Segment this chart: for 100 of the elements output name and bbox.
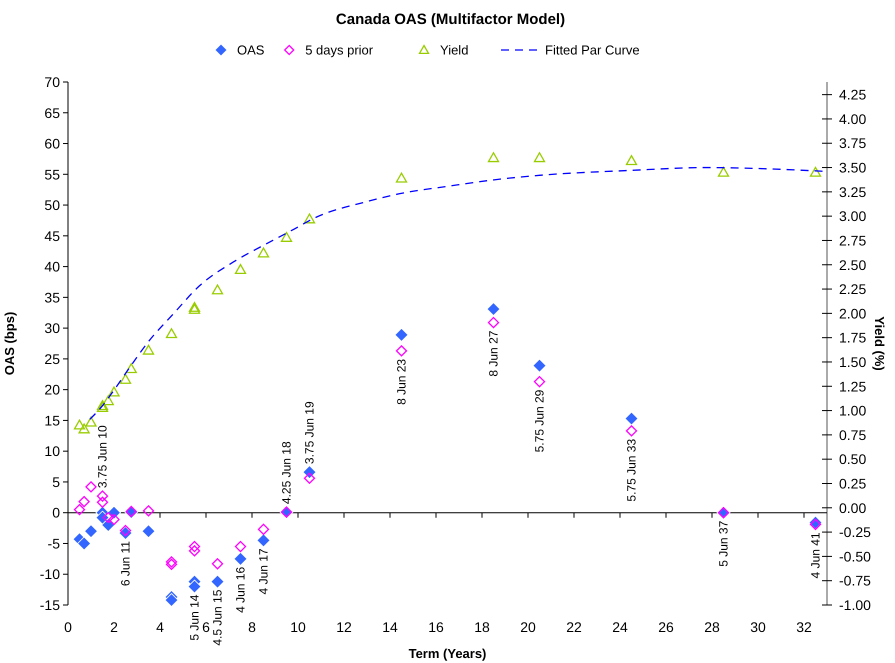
point xyxy=(488,152,500,162)
y-tick-label: 70 xyxy=(44,74,60,90)
y-tick-label: 15 xyxy=(44,412,60,428)
point xyxy=(210,574,224,589)
point xyxy=(142,524,156,538)
point xyxy=(280,232,292,242)
point xyxy=(394,328,408,342)
y-tick-label: 5 xyxy=(52,474,60,490)
y2-tick-label: 3.75 xyxy=(839,135,866,152)
annotation: 3.75 Jun 19 xyxy=(302,401,316,464)
y2-tick-label: 4.00 xyxy=(839,110,866,127)
y-tick-label: 20 xyxy=(44,382,60,398)
point xyxy=(258,247,270,258)
y2-tick-label: 0.25 xyxy=(839,475,866,492)
point xyxy=(396,172,408,183)
x-tick-label: 30 xyxy=(750,619,766,635)
y-tick-label: 65 xyxy=(44,104,60,121)
point xyxy=(78,496,90,508)
annotation: 5.75 Jun 33 xyxy=(624,438,638,502)
y-tick-label: -5 xyxy=(48,535,60,552)
point xyxy=(234,540,246,552)
point xyxy=(626,155,638,166)
point xyxy=(532,358,546,373)
annotation: 5.75 Jun 29 xyxy=(532,389,546,452)
annotation: 8 Jun 27 xyxy=(486,330,500,377)
y2-tick-label: 4.25 xyxy=(839,86,866,103)
point xyxy=(96,490,108,502)
y2-tick-label: 2.75 xyxy=(839,232,866,248)
point xyxy=(188,540,200,552)
point xyxy=(96,496,108,508)
point xyxy=(486,302,500,316)
point xyxy=(488,316,500,328)
point xyxy=(166,558,178,570)
x-tick-label: 8 xyxy=(248,619,256,635)
x-tick-label: 14 xyxy=(382,619,398,635)
y-tick-label: 55 xyxy=(44,166,60,182)
y-tick-label: 0 xyxy=(52,504,60,521)
y-tick-label: 50 xyxy=(44,197,60,214)
annotation: 5 Jun 37 xyxy=(716,520,730,567)
point xyxy=(258,524,270,535)
annotation: 5 Jun 14 xyxy=(188,594,202,641)
y2-tick-label: 1.25 xyxy=(839,378,866,394)
y2-tick-label: -0.50 xyxy=(839,548,872,564)
legend-label: Yield xyxy=(440,42,468,58)
y-axis-title: OAS (bps) xyxy=(2,312,17,376)
point xyxy=(164,593,178,607)
y2-tick-label: 3.25 xyxy=(839,184,866,200)
point xyxy=(166,556,178,568)
point xyxy=(108,386,120,397)
annotation: 8 Jun 23 xyxy=(394,358,408,405)
point xyxy=(84,524,98,538)
y2-tick-label: 1.50 xyxy=(839,354,866,370)
chart-title: Canada OAS (Multifactor Model) xyxy=(336,11,566,28)
x-axis-title: Term (Years) xyxy=(408,646,486,661)
y2-tick-label: 2.00 xyxy=(839,305,866,322)
annotation: 4 Jun 41 xyxy=(808,532,822,578)
point xyxy=(120,524,132,536)
point xyxy=(234,264,246,274)
annotation: 3.75 Jun 10 xyxy=(96,425,110,488)
y-tick-label: 25 xyxy=(44,350,60,367)
point xyxy=(212,558,224,570)
y2-tick-label: 0.50 xyxy=(839,451,866,468)
point xyxy=(188,580,202,594)
point xyxy=(396,345,408,357)
point xyxy=(234,552,248,566)
annotation: 4 Jun 16 xyxy=(234,566,248,613)
point xyxy=(126,363,137,374)
y2-tick-label: -0.25 xyxy=(839,524,872,540)
point xyxy=(85,416,97,427)
y2-tick-label: 1.00 xyxy=(839,402,866,419)
y2-tick-label: -0.75 xyxy=(839,572,872,589)
y-tick-label: 30 xyxy=(44,320,60,336)
legend-label: Fitted Par Curve xyxy=(545,42,640,58)
annotation: 4 Jun 17 xyxy=(256,548,270,594)
y2-tick-label: 3.50 xyxy=(839,160,866,176)
legend-label: 5 days prior xyxy=(305,42,374,58)
point xyxy=(534,152,546,162)
y-tick-label: 10 xyxy=(44,443,60,460)
point xyxy=(626,425,638,437)
point xyxy=(534,376,546,388)
annotation: 6 Jun 11 xyxy=(118,540,132,586)
point xyxy=(142,505,154,517)
point xyxy=(77,536,91,550)
y-tick-label: -10 xyxy=(40,566,60,582)
x-tick-label: 10 xyxy=(290,619,306,635)
x-tick-label: 32 xyxy=(796,619,812,635)
x-tick-label: 4 xyxy=(156,619,164,635)
x-tick-label: 18 xyxy=(474,619,490,635)
y2-tick-label: 0.00 xyxy=(839,500,866,516)
x-tick-label: 16 xyxy=(428,619,444,635)
y-tick-label: 60 xyxy=(44,136,60,152)
y2-tick-label: 3.00 xyxy=(839,208,866,224)
point xyxy=(188,545,200,557)
y2-axis-title: Yield (%) xyxy=(872,316,887,371)
point xyxy=(212,284,224,294)
annotation: 4.5 Jun 15 xyxy=(210,589,224,646)
x-tick-label: 12 xyxy=(336,619,352,635)
point xyxy=(120,374,132,384)
point xyxy=(74,420,86,430)
point xyxy=(256,533,270,548)
